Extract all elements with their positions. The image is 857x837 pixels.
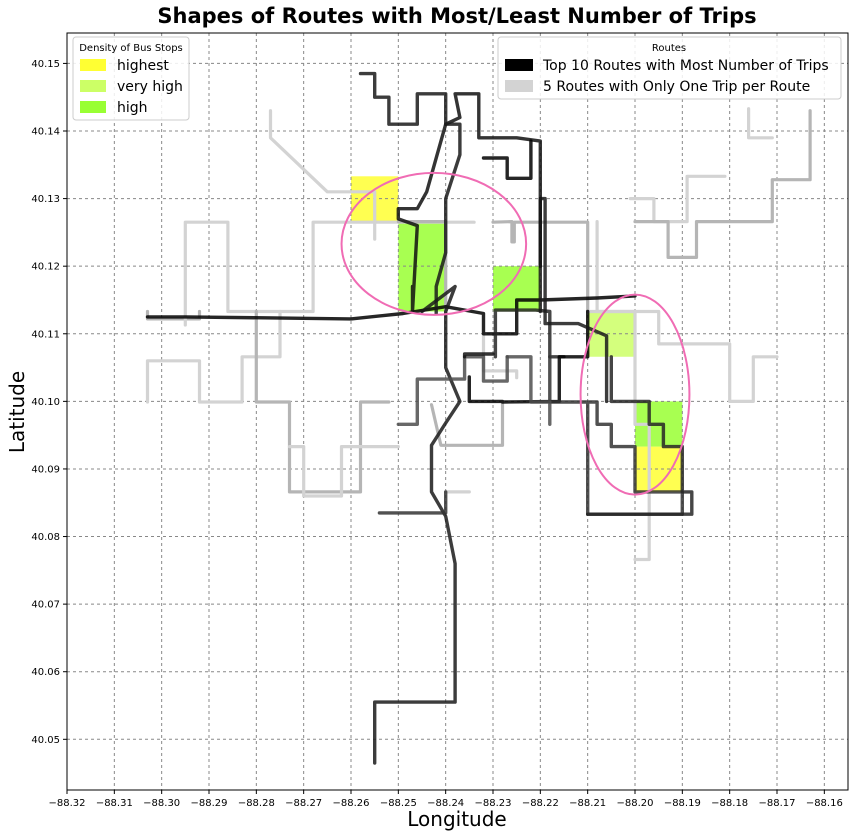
routes-legend-title: Routes: [652, 43, 686, 54]
routes-legend: Routes Top 10 Routes with Most Number of…: [497, 36, 842, 100]
x-tick-label-7: −88.25: [380, 798, 417, 809]
x-tick-label-1: −88.31: [96, 798, 133, 809]
y-tick-label-10: 40.15: [31, 59, 60, 70]
legend-swatch-very-high: [80, 80, 106, 92]
route-top-trip-9: [505, 355, 552, 426]
x-axis-ticks: −88.32 −88.31 −88.30 −88.29 −88.28 −88.27 −88.…: [48, 790, 843, 809]
x-axis-title: Longitude: [407, 807, 506, 831]
route-top-trip-0: [145, 294, 637, 336]
highlight-ellipse-1: [579, 293, 691, 496]
y-tick-label-2: 40.07: [31, 600, 60, 611]
y-axis-title: Latitude: [5, 371, 29, 453]
route-single-trip-12: [429, 400, 505, 447]
x-tick-label-6: −88.26: [332, 798, 369, 809]
x-tick-label-2: −88.30: [143, 798, 180, 809]
x-tick-label-15: −88.17: [758, 798, 795, 809]
y-tick-label-0: 40.05: [31, 735, 60, 746]
legend-swatch-top-routes: [505, 59, 533, 71]
y-tick-label-3: 40.08: [31, 532, 60, 543]
route-single-trip-1: [145, 309, 282, 404]
legend-swatch-single-trip-routes: [505, 80, 533, 92]
x-tick-label-14: −88.18: [711, 798, 748, 809]
route-single-trip-4: [287, 445, 400, 498]
y-tick-label-7: 40.12: [31, 262, 60, 273]
route-single-trip-14: [586, 309, 779, 403]
route-top-trip-2: [377, 490, 448, 515]
legend-label-single-trip-routes: 5 Routes with Only One Trip per Route: [543, 79, 810, 95]
plot-frame: [66, 32, 849, 791]
y-tick-label-1: 40.06: [31, 667, 60, 678]
route-top-trip-4: [493, 308, 566, 359]
route-single-trip-3: [254, 309, 391, 494]
legend-label-highest: highest: [117, 58, 169, 74]
route-single-trip-5: [268, 109, 377, 241]
x-tick-label-10: −88.22: [522, 798, 559, 809]
most-trip-routes-layer: [145, 71, 694, 765]
route-top-trip-11: [396, 92, 542, 314]
route-single-trip-2: [183, 220, 476, 327]
legend-label-top-routes: Top 10 Routes with Most Number of Trips: [542, 58, 829, 74]
x-tick-label-11: −88.21: [569, 798, 606, 809]
density-legend-title: Density of Bus Stops: [79, 43, 183, 54]
x-tick-label-0: −88.32: [48, 798, 85, 809]
density-legend-box: [72, 36, 190, 121]
route-top-trip-5: [462, 352, 495, 359]
x-tick-label-8: −88.24: [427, 798, 464, 809]
y-tick-label-9: 40.14: [31, 127, 60, 138]
y-tick-label-4: 40.09: [31, 464, 60, 475]
x-tick-label-16: −88.16: [806, 798, 843, 809]
chart-title: Shapes of Routes with Most/Least Number …: [157, 4, 756, 28]
y-axis-ticks: 40.05 40.06 40.07 40.08 40.09 40.10 40.11 40.12…: [31, 59, 67, 746]
route-single-trip-8: [628, 174, 727, 224]
x-tick-label-5: −88.27: [285, 798, 322, 809]
legend-label-high: high: [117, 100, 148, 116]
x-tick-label-4: −88.28: [238, 798, 275, 809]
route-top-trip-1: [373, 284, 462, 765]
highlight-ellipses-layer: [340, 171, 691, 496]
highlight-ellipse-0: [340, 171, 528, 316]
x-tick-label-12: −88.20: [616, 798, 653, 809]
legend-swatch-high: [80, 101, 106, 113]
density-legend: Density of Bus Stops highest very high h…: [72, 36, 190, 121]
route-top-trip-13: [358, 71, 462, 316]
route-single-trip-10: [747, 107, 774, 140]
y-tick-label-8: 40.13: [31, 194, 60, 205]
least-trip-routes-layer: [145, 107, 812, 562]
y-tick-label-5: 40.10: [31, 397, 60, 408]
legend-label-very-high: very high: [117, 79, 183, 95]
route-single-trip-6: [491, 220, 590, 314]
x-tick-label-3: −88.29: [190, 798, 227, 809]
legend-swatch-highest: [80, 59, 106, 71]
route-single-trip-9: [633, 109, 812, 259]
x-tick-label-13: −88.19: [664, 798, 701, 809]
x-tick-label-9: −88.23: [474, 798, 511, 809]
y-tick-label-6: 40.11: [31, 329, 60, 340]
route-top-trip-12: [481, 139, 533, 180]
route-top-trip-10: [586, 355, 694, 516]
plot-area: [67, 33, 848, 790]
routes-legend-box: [497, 36, 842, 100]
